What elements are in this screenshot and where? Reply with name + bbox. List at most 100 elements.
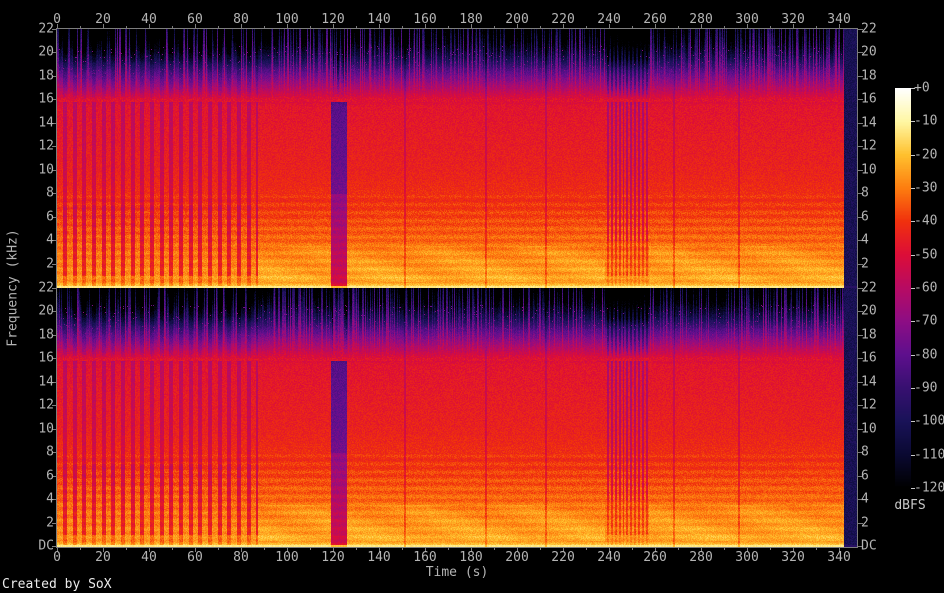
freq-tick-label: 22 (861, 21, 877, 37)
time-tick (655, 24, 657, 28)
time-tick (701, 548, 703, 552)
time-tick (609, 24, 611, 28)
freq-tick (52, 311, 57, 313)
freq-tick (858, 428, 863, 430)
freq-tick-label: 22 (861, 280, 877, 296)
time-tick (103, 24, 104, 28)
freq-tick (52, 216, 57, 218)
time-minor-tick (816, 548, 818, 550)
time-tick (241, 548, 242, 552)
freq-tick (52, 358, 57, 360)
time-tick (747, 24, 749, 28)
time-tick (839, 548, 841, 552)
freq-tick (858, 75, 863, 77)
time-minor-tick (770, 26, 772, 28)
db-tick (911, 454, 915, 456)
freq-tick-label: 6 (861, 209, 869, 225)
time-minor-tick (310, 26, 312, 28)
time-tick-label: 120 (321, 550, 345, 565)
time-minor-tick (632, 26, 634, 28)
time-tick (103, 548, 104, 552)
time-tick (517, 24, 519, 28)
freq-tick-label: 4 (46, 232, 54, 248)
db-tick-label: -100 (914, 413, 944, 429)
x-axis-title: Time (s) (425, 565, 489, 580)
time-tick-label: 240 (597, 12, 621, 27)
time-tick (287, 24, 289, 28)
time-tick (57, 548, 58, 552)
time-tick (609, 548, 611, 552)
freq-tick (858, 499, 863, 501)
time-minor-tick (494, 548, 496, 550)
db-tick-label: -60 (914, 280, 938, 296)
freq-tick (52, 263, 57, 265)
freq-tick-label: 16 (38, 91, 54, 107)
time-tick (241, 24, 242, 28)
freq-tick-label: 6 (861, 468, 869, 484)
freq-tick (52, 146, 57, 148)
time-tick (425, 548, 427, 552)
freq-tick-label: 4 (861, 232, 869, 248)
db-tick-label: -50 (914, 247, 938, 263)
freq-tick-label: 20 (38, 44, 54, 60)
time-minor-tick (770, 548, 772, 550)
freq-tick (858, 522, 863, 524)
freq-tick-label: 14 (861, 115, 877, 131)
freq-tick (858, 288, 863, 289)
freq-tick (858, 29, 863, 30)
freq-tick (52, 405, 57, 407)
time-minor-tick (218, 548, 219, 550)
time-minor-tick (310, 548, 312, 550)
freq-tick-label: 14 (38, 374, 54, 390)
freq-tick (858, 475, 863, 477)
freq-tick-label: 14 (861, 374, 877, 390)
freq-tick (858, 546, 863, 547)
freq-tick-label: 4 (46, 491, 54, 507)
db-tick (911, 221, 915, 223)
time-tick-label: 160 (413, 12, 437, 27)
time-minor-tick (356, 548, 358, 550)
freq-tick-label: 2 (861, 515, 869, 531)
db-tick-label: -20 (914, 147, 938, 163)
time-tick-label: 320 (781, 550, 805, 565)
time-minor-tick (678, 26, 680, 28)
time-tick (379, 548, 381, 552)
time-tick-label: 300 (735, 12, 759, 27)
creator-note: Created by SoX (2, 577, 112, 592)
time-tick (287, 548, 289, 552)
freq-tick-label: 10 (861, 421, 877, 437)
freq-tick (858, 263, 863, 265)
time-tick (563, 548, 565, 552)
freq-tick (858, 122, 863, 124)
freq-tick (52, 169, 57, 171)
time-tick-label: 160 (413, 550, 437, 565)
time-tick-label: 240 (597, 550, 621, 565)
time-tick-label: 0 (53, 550, 61, 565)
db-tick (911, 288, 915, 289)
freq-tick-label: 6 (46, 209, 54, 225)
time-tick (655, 548, 657, 552)
time-tick (793, 24, 795, 28)
freq-tick-label: 12 (38, 138, 54, 154)
time-minor-tick (356, 26, 358, 28)
time-tick (333, 24, 335, 28)
freq-tick (52, 546, 57, 547)
freq-tick-label: 18 (38, 327, 54, 343)
time-tick (747, 548, 749, 552)
freq-tick (858, 52, 863, 54)
time-minor-tick (448, 548, 450, 550)
freq-tick-label: 20 (38, 303, 54, 319)
time-minor-tick (448, 26, 450, 28)
time-tick (839, 24, 841, 28)
db-tick (911, 354, 915, 356)
time-minor-tick (494, 26, 496, 28)
freq-tick-label: 8 (46, 444, 54, 460)
time-tick-label: 0 (53, 12, 61, 27)
db-tick-label: -30 (914, 180, 938, 196)
time-tick (701, 24, 703, 28)
db-tick-label: -10 (914, 113, 938, 129)
time-tick-label: 200 (505, 12, 529, 27)
time-tick-label: 40 (141, 550, 157, 565)
time-tick-label: 180 (459, 550, 483, 565)
freq-tick-label: 14 (38, 115, 54, 131)
